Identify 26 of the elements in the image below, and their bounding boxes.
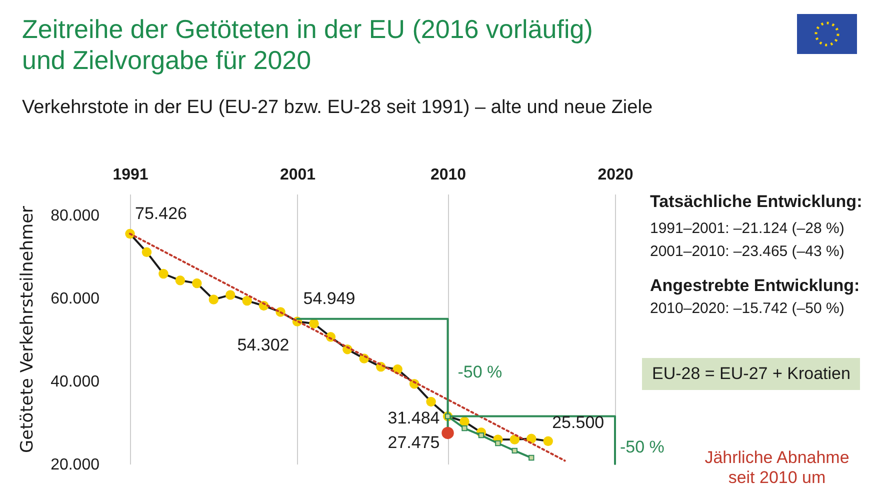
annotation: 31.484 bbox=[388, 408, 440, 428]
x-tick-label: 2010 bbox=[430, 166, 466, 184]
y-tick-label: 80.000 bbox=[50, 207, 100, 224]
annotation: -50 % bbox=[458, 362, 502, 382]
text: Angestrebte Entwicklung: bbox=[650, 276, 860, 296]
chart-title: Zeitreihe der Getöteten in der EU (2016 vorläufig) und Zielvorgabe für 2020 bbox=[22, 14, 594, 76]
annotation: 25.500 bbox=[552, 413, 604, 432]
chart-subtitle: Verkehrstote in der EU (EU-27 bzw. EU-28 seit 1991) – alte und neue Ziele bbox=[22, 97, 653, 119]
annotation: 75.426 bbox=[135, 204, 187, 223]
annotation: 54.949 bbox=[303, 288, 356, 308]
y-tick-label: 60.000 bbox=[50, 290, 100, 308]
text: 1991–2001: –21.124 (–28 %) bbox=[650, 220, 844, 237]
text: Jährliche Abnahme seit 2010 um bbox=[704, 448, 850, 488]
y-axis-title: Getötete Verkehrsteilnehmer bbox=[18, 206, 38, 454]
x-tick-label: 1991 bbox=[112, 166, 148, 184]
text: EU-28 = EU-27 + Kroatien bbox=[642, 358, 860, 390]
x-tick-label: 2020 bbox=[598, 166, 634, 184]
annotation: 54.302 bbox=[237, 336, 290, 355]
y-tick-label: 40.000 bbox=[50, 373, 100, 390]
y-tick-label: 20.000 bbox=[50, 456, 100, 474]
x-tick-label: 2001 bbox=[280, 166, 316, 184]
text: Tatsächliche Entwicklung: bbox=[650, 192, 862, 212]
text: 2010–2020: –15.742 (–50 %) bbox=[650, 300, 844, 317]
annotation: -50 % bbox=[620, 437, 664, 456]
annotation: 27.475 bbox=[388, 432, 440, 452]
text: 2001–2010: –23.465 (–43 %) bbox=[650, 243, 844, 260]
